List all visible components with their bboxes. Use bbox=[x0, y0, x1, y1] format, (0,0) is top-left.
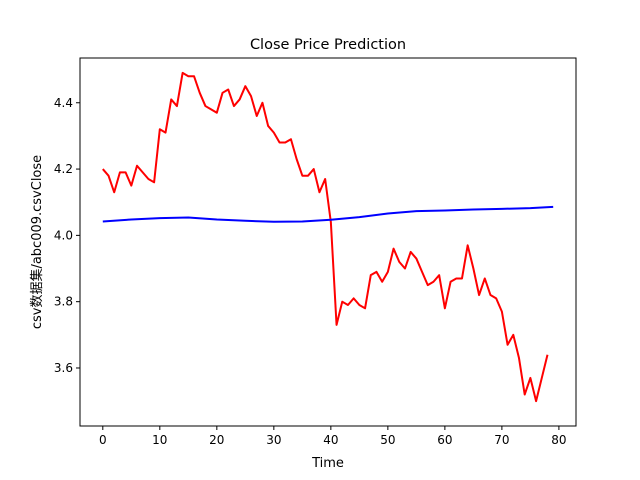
y-tick-label: 3.6 bbox=[54, 361, 73, 375]
chart-title: Close Price Prediction bbox=[250, 37, 406, 53]
y-tick-label: 4.4 bbox=[54, 96, 73, 110]
y-tick-label: 4.0 bbox=[54, 228, 73, 242]
axes-frame bbox=[79, 57, 577, 427]
y-tick-label: 4.2 bbox=[54, 162, 73, 176]
x-tick-label: 60 bbox=[437, 433, 452, 447]
plot-area bbox=[102, 71, 554, 403]
x-tick-label: 80 bbox=[551, 433, 566, 447]
x-tick-label: 40 bbox=[323, 433, 338, 447]
x-tick-label: 30 bbox=[266, 433, 281, 447]
x-axis-label: Time bbox=[311, 456, 344, 471]
x-tick-label: 0 bbox=[99, 433, 107, 447]
series-line-1 bbox=[102, 71, 549, 403]
y-tick-label: 3.8 bbox=[54, 295, 73, 309]
y-axis-label: csv数据集/abc009.csvClose bbox=[29, 155, 45, 329]
x-tick-label: 50 bbox=[380, 433, 395, 447]
x-tick-label: 70 bbox=[494, 433, 509, 447]
x-tick-label: 10 bbox=[152, 433, 167, 447]
axes: 0 10 20 30 40 50 60 70 80 3.6 3.8 4.0 4.2 4.4 bbox=[54, 57, 577, 447]
series-line-2 bbox=[102, 205, 554, 223]
x-tick-label: 20 bbox=[209, 433, 224, 447]
